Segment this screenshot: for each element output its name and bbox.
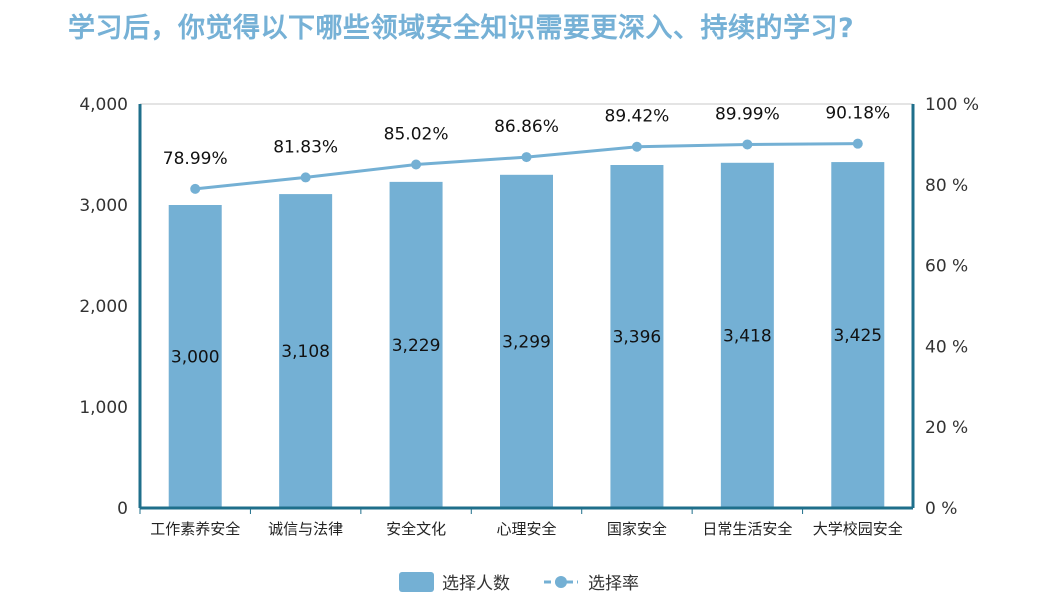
bar	[610, 165, 664, 508]
rate-point	[411, 159, 422, 170]
legend-bar-label: 选择人数	[442, 574, 510, 594]
category-label: 心理安全	[496, 520, 556, 538]
category-label: 安全文化	[386, 520, 446, 538]
right-tick-label: 80 %	[925, 176, 968, 196]
category-label: 日常生活安全	[702, 520, 792, 538]
legend-bar-swatch	[399, 572, 434, 592]
legend-line-marker	[555, 576, 567, 588]
bar-data-label: 3,299	[502, 332, 551, 352]
right-tick-label: 100 %	[925, 95, 979, 115]
left-tick-label: 0	[117, 499, 128, 519]
left-tick-label: 2,000	[79, 297, 128, 317]
bar	[720, 162, 774, 509]
bar-data-label: 3,396	[613, 328, 662, 348]
left-tick-label: 4,000	[79, 95, 128, 115]
rate-data-label: 81.83%	[273, 137, 338, 157]
bar	[168, 205, 222, 508]
category-label: 诚信与法律	[268, 520, 343, 538]
legend-line-label: 选择率	[588, 574, 639, 594]
right-tick-label: 60 %	[925, 257, 968, 277]
category-label: 大学校园安全	[813, 520, 903, 538]
rate-point	[190, 183, 201, 194]
bar	[831, 162, 885, 508]
bar	[389, 181, 443, 508]
rate-point	[521, 152, 532, 163]
left-tick-label: 3,000	[79, 196, 128, 216]
bar-data-label: 3,000	[171, 348, 220, 368]
chart-title: 学习后，你觉得以下哪些领域安全知识需要更深入、持续的学习?	[68, 13, 855, 44]
category-label: 国家安全	[607, 520, 667, 538]
rate-data-label: 90.18%	[825, 104, 890, 124]
rate-point	[631, 141, 642, 152]
bar-data-label: 3,418	[723, 326, 772, 346]
rate-point	[852, 138, 863, 149]
rate-point	[300, 172, 311, 183]
bar-data-label: 3,108	[281, 342, 330, 362]
rate-data-label: 89.99%	[715, 104, 780, 124]
rate-data-label: 89.42%	[605, 107, 670, 127]
bar-data-label: 3,425	[833, 326, 882, 346]
left-tick-label: 1,000	[79, 398, 128, 418]
rate-data-label: 78.99%	[163, 149, 228, 169]
bar	[500, 174, 553, 508]
right-tick-label: 0 %	[925, 499, 957, 519]
right-tick-label: 20 %	[925, 418, 968, 438]
rate-point	[742, 139, 753, 150]
bar-data-label: 3,229	[392, 336, 441, 356]
rate-data-label: 85.02%	[384, 125, 449, 145]
right-tick-label: 40 %	[925, 337, 968, 357]
category-label: 工作素养安全	[150, 520, 240, 538]
rate-data-label: 86.86%	[494, 117, 559, 137]
bar	[279, 194, 333, 509]
